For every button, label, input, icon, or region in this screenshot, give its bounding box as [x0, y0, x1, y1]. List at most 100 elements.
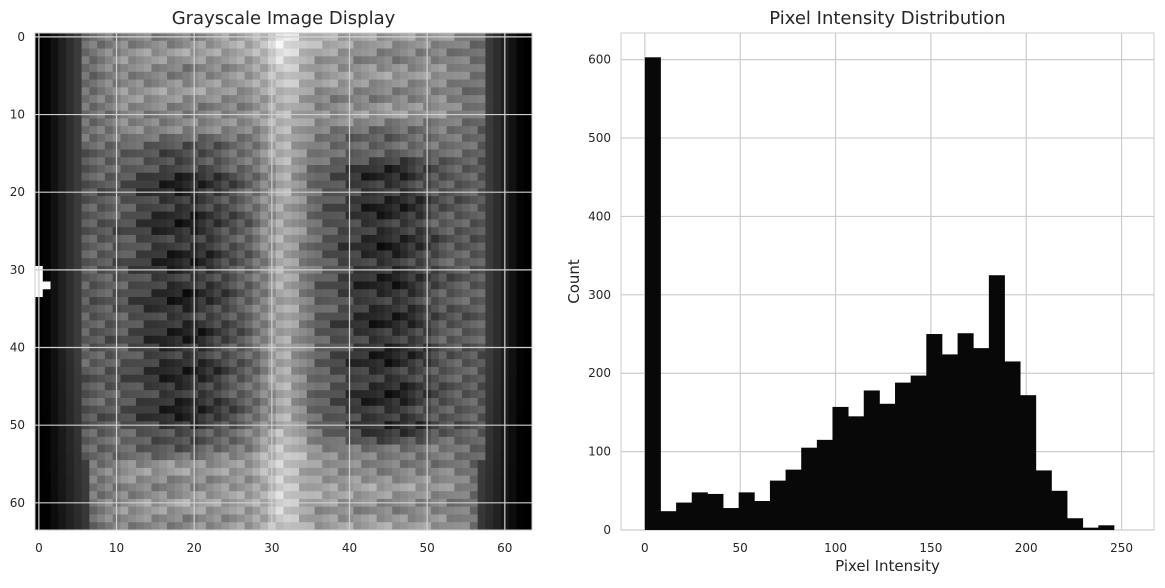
- image-pixel: [330, 102, 339, 112]
- image-pixel: [205, 514, 215, 523]
- image-pixel: [283, 141, 292, 151]
- image-pixel: [213, 71, 222, 81]
- image-pixel: [42, 203, 52, 213]
- image-pixel: [73, 429, 83, 438]
- image-pixel: [283, 491, 292, 500]
- image-pixel: [229, 444, 238, 453]
- image-pixel: [454, 203, 463, 213]
- image-pixel: [182, 491, 191, 500]
- image-pixel: [275, 328, 285, 337]
- image-pixel: [50, 180, 59, 189]
- image-pixel: [299, 397, 308, 407]
- image-pixel: [361, 133, 370, 143]
- image-pixel: [392, 320, 401, 329]
- image-pixel: [143, 351, 153, 360]
- image-pixel: [431, 234, 440, 244]
- image-pixel: [236, 79, 246, 88]
- image-pixel: [493, 405, 502, 415]
- image-pixel: [50, 234, 59, 244]
- image-pixel: [89, 64, 98, 73]
- image-pixel: [260, 297, 269, 306]
- image-pixel: [104, 196, 114, 205]
- image-pixel: [361, 436, 370, 446]
- image-pixel: [143, 102, 153, 112]
- image-pixel: [198, 79, 207, 88]
- image-pixel: [361, 444, 370, 453]
- image-pixel: [135, 467, 145, 477]
- image-pixel: [128, 102, 137, 112]
- image-pixel: [120, 165, 129, 174]
- image-pixel: [353, 165, 362, 174]
- image-pixel: [198, 467, 207, 477]
- image-pixel: [135, 196, 145, 205]
- image-pixel: [104, 133, 114, 143]
- image-pixel: [493, 118, 502, 127]
- image-pixel: [143, 359, 153, 368]
- image-pixel: [446, 429, 455, 438]
- image-pixel: [252, 312, 261, 321]
- image-pixel: [120, 133, 129, 143]
- image-pixel: [314, 250, 323, 259]
- image-pixel: [229, 436, 238, 446]
- image-pixel: [66, 79, 75, 88]
- image-pixel: [454, 444, 463, 453]
- image-pixel: [229, 180, 238, 189]
- image-pixel: [275, 172, 285, 182]
- image-pixel: [438, 149, 448, 158]
- image-x-tick-label: 60: [497, 541, 512, 555]
- image-pixel: [205, 328, 215, 337]
- image-pixel: [167, 79, 176, 88]
- image-pixel: [213, 320, 222, 329]
- image-pixel: [330, 390, 339, 399]
- image-pixel: [454, 165, 463, 174]
- image-pixel: [330, 281, 339, 290]
- image-pixel: [73, 506, 83, 516]
- image-pixel: [143, 382, 153, 391]
- image-pixel: [97, 180, 106, 189]
- image-pixel: [415, 234, 424, 244]
- image-pixel: [73, 133, 83, 143]
- image-pixel: [81, 211, 90, 220]
- image-pixel: [330, 211, 339, 220]
- image-pixel: [151, 180, 160, 189]
- image-pixel: [493, 234, 502, 244]
- image-pixel: [128, 64, 137, 73]
- image-pixel: [174, 258, 184, 267]
- image-pixel: [104, 390, 114, 399]
- image-pixel: [128, 483, 137, 492]
- image-pixel: [399, 79, 409, 88]
- image-pixel: [431, 475, 440, 485]
- image-pixel: [446, 64, 455, 73]
- image-pixel: [81, 71, 90, 81]
- image-pixel: [384, 87, 393, 96]
- image-pixel: [97, 64, 106, 73]
- image-pixel: [330, 95, 339, 104]
- image-pixel: [159, 467, 168, 477]
- image-pixel: [493, 211, 502, 220]
- image-pixel: [438, 273, 448, 283]
- image-pixel: [446, 141, 455, 151]
- image-pixel: [120, 172, 129, 182]
- image-pixel: [167, 382, 176, 391]
- image-pixel: [337, 475, 347, 485]
- image-pixel: [167, 227, 176, 236]
- image-pixel: [493, 444, 502, 453]
- image-pixel: [306, 250, 316, 259]
- image-pixel: [120, 87, 129, 96]
- image-pixel: [454, 335, 463, 345]
- image-pixel: [477, 79, 487, 88]
- image-pixel: [50, 141, 59, 151]
- image-pixel: [252, 234, 261, 244]
- image-grid: [35, 33, 532, 530]
- image-pixel: [97, 491, 106, 500]
- image-pixel: [477, 522, 487, 530]
- image-pixel: [516, 312, 525, 321]
- image-pixel: [306, 382, 316, 391]
- image-pixel: [58, 172, 67, 182]
- image-pixel: [392, 413, 401, 422]
- image-pixel: [446, 56, 455, 65]
- image-pixel: [330, 429, 339, 438]
- image-pixel: [213, 242, 222, 252]
- image-pixel: [120, 522, 129, 530]
- image-pixel: [299, 467, 308, 477]
